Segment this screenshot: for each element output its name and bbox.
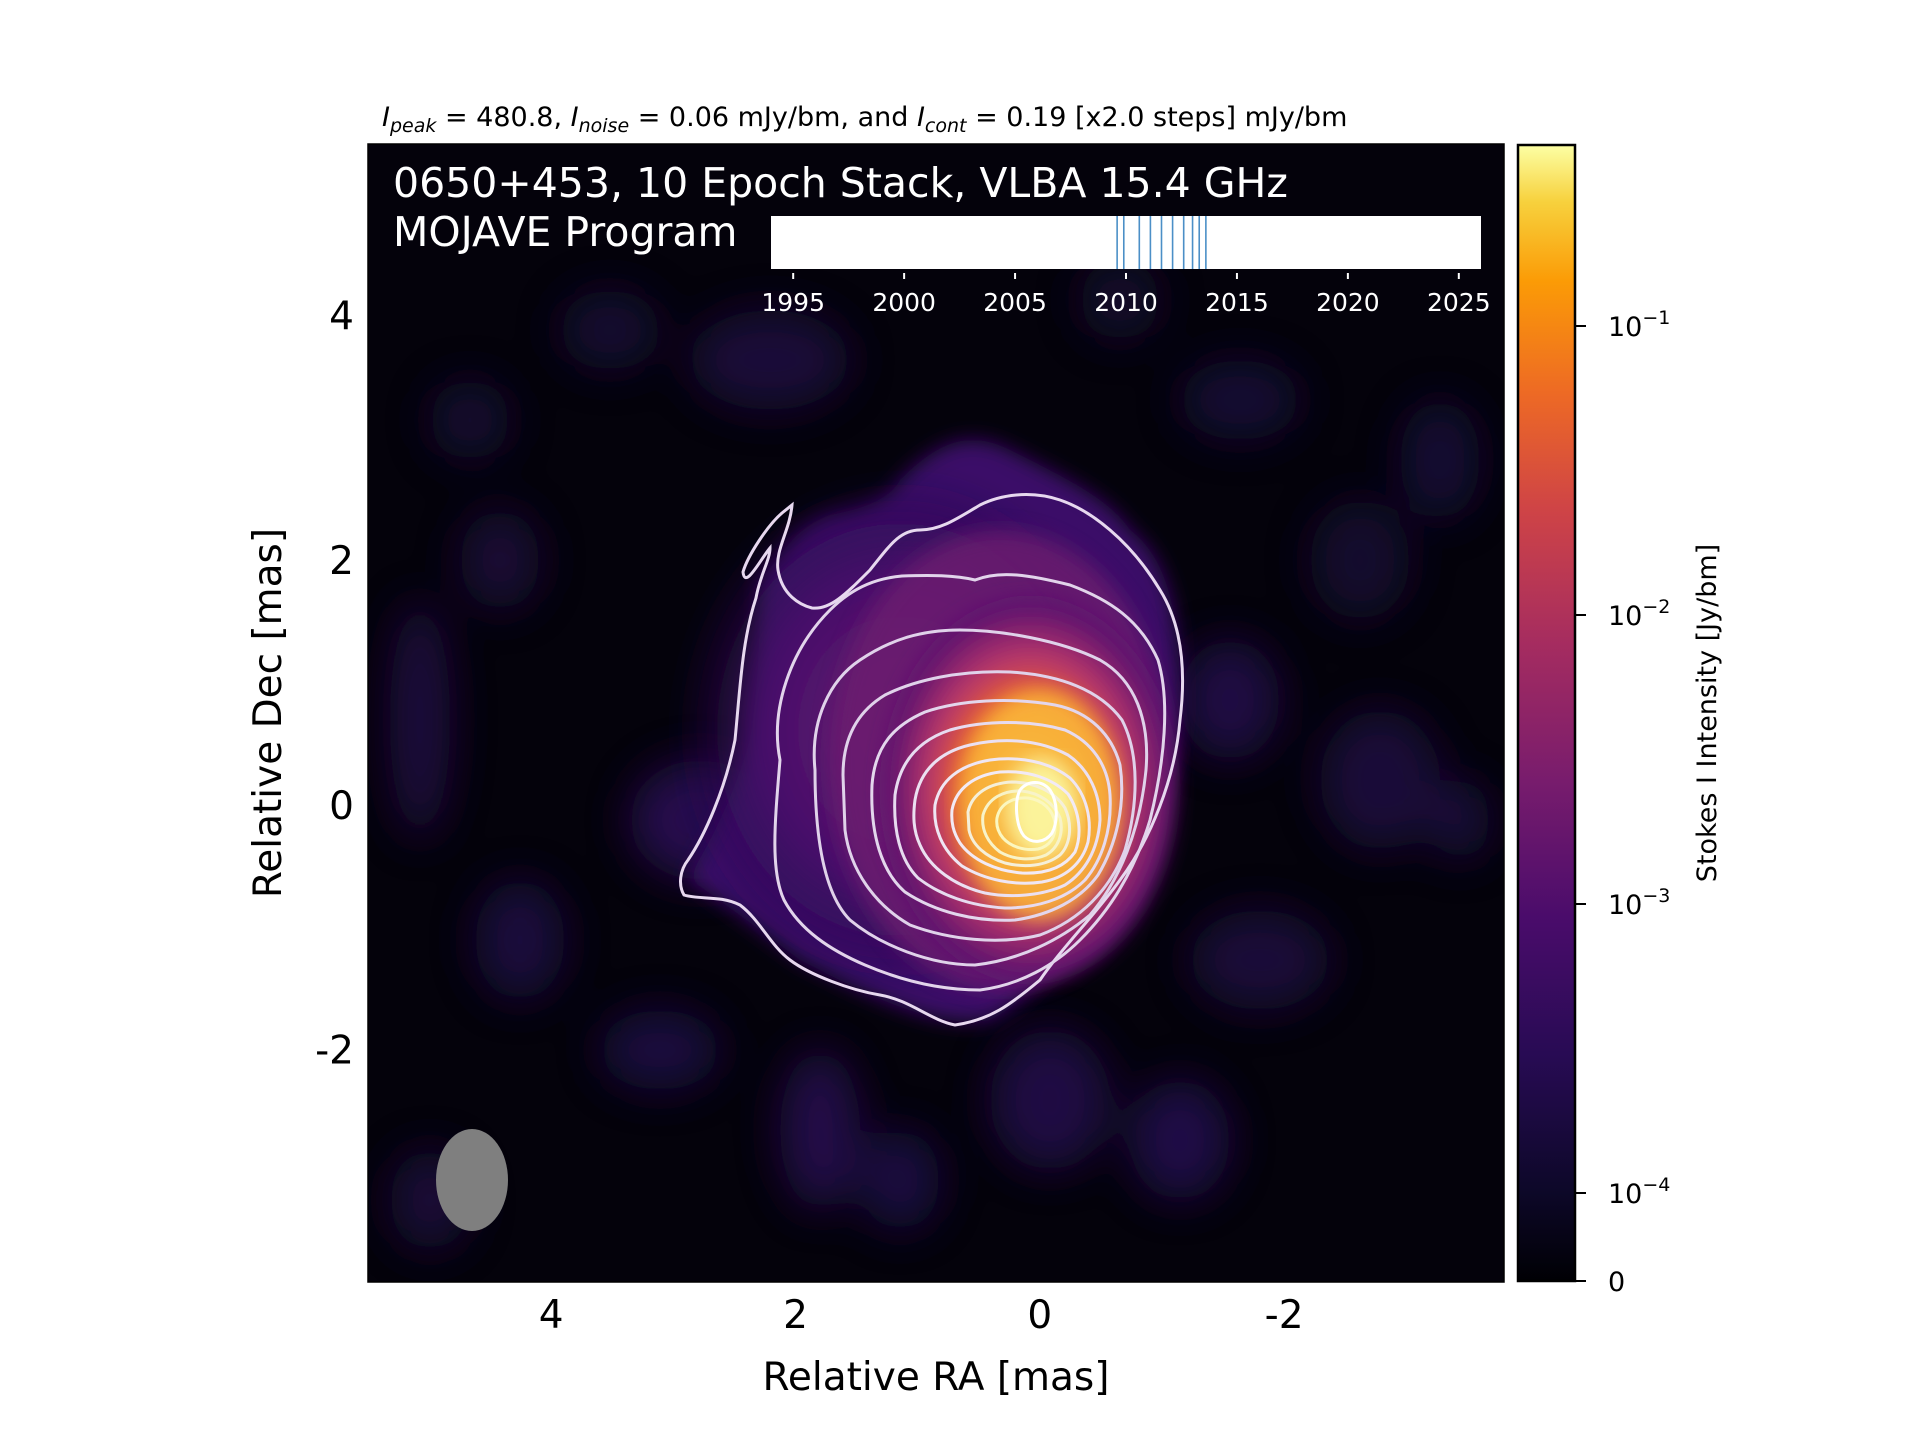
timeline-tick-label: 1995: [761, 288, 825, 317]
y-axis-ticks: 4 2 0 -2: [315, 294, 354, 1073]
header-text: Ipeak = 480.8, Inoise = 0.06 mJy/bm, and…: [382, 102, 1347, 137]
y-tick-label: 4: [329, 294, 354, 339]
contour-level-6: [893, 721, 1112, 910]
contour-level-11: [981, 789, 1063, 861]
source-title: 0650+453, 10 Epoch Stack, VLBA 15.4 GHz: [393, 159, 1288, 207]
contour-level-8: [933, 757, 1091, 885]
timeline-epochs: [1116, 216, 1207, 269]
contour-level-9: [950, 770, 1081, 875]
colorbar-tick-label: 10−2: [1608, 596, 1670, 632]
program-label: MOJAVE Program: [393, 208, 737, 256]
y-tick-label: -2: [315, 1029, 354, 1074]
contour-level-2: [773, 573, 1167, 992]
colorbar: 10−1 10−2 10−3 10−4 0 Stokes I Intensity [Jy…: [1516, 143, 1723, 1298]
image-frame: [367, 143, 1505, 1283]
x-tick-label: 2: [783, 1293, 808, 1338]
timeline-tick-label: 2025: [1427, 288, 1491, 317]
contour-level-5: [870, 699, 1124, 922]
timeline-box: [771, 216, 1481, 269]
colorbar-tick-label: 10−1: [1608, 307, 1670, 343]
colorbar-tick-label: 0: [1608, 1267, 1625, 1298]
y-tick-label: 2: [329, 539, 354, 584]
x-tick-label: 4: [539, 1293, 564, 1338]
timeline-ticks: 1995 2000 2005 2010 2015 2020 2025: [761, 273, 1491, 317]
colorbar-gradient: [1518, 145, 1575, 1281]
timeline-tick-label: 2020: [1316, 288, 1380, 317]
contour-level-3: [812, 628, 1149, 967]
x-tick-label: 0: [1027, 1293, 1052, 1338]
timeline-tick-label: 2000: [872, 288, 936, 317]
colorbar-ticks: 10−1 10−2 10−3 10−4 0: [1575, 307, 1670, 1298]
x-axis-ticks: 4 2 0 -2: [539, 1293, 1304, 1338]
contours: [679, 493, 1185, 1027]
contour-level-1: [679, 493, 1185, 1027]
timeline-tick-label: 2015: [1205, 288, 1269, 317]
timeline-tick-label: 2005: [983, 288, 1047, 317]
contour-level-4: [841, 670, 1137, 942]
colorbar-frame: [1516, 143, 1577, 1283]
colorbar-label: Stokes I Intensity [Jy/bm]: [1692, 544, 1723, 882]
y-axis-label: Relative Dec [mas]: [246, 528, 291, 898]
y-tick-label: 0: [329, 784, 354, 829]
epoch-timeline: 1995 2000 2005 2010 2015 2020 2025: [761, 216, 1491, 317]
colorbar-tick-label: 10−4: [1608, 1174, 1670, 1210]
x-axis-label: Relative RA [mas]: [763, 1355, 1110, 1400]
timeline-tick-label: 2010: [1094, 288, 1158, 317]
noise-texture: [390, 260, 1490, 1250]
contour-level-10: [966, 780, 1072, 868]
contour-level-7: [912, 739, 1102, 898]
image-panel: [367, 143, 1505, 1283]
beam-ellipse: [436, 1129, 508, 1231]
x-tick-label: -2: [1265, 1293, 1304, 1338]
contour-level-13: [1015, 781, 1058, 843]
colorbar-tick-label: 10−3: [1608, 885, 1670, 921]
contour-level-12: [995, 796, 1057, 851]
